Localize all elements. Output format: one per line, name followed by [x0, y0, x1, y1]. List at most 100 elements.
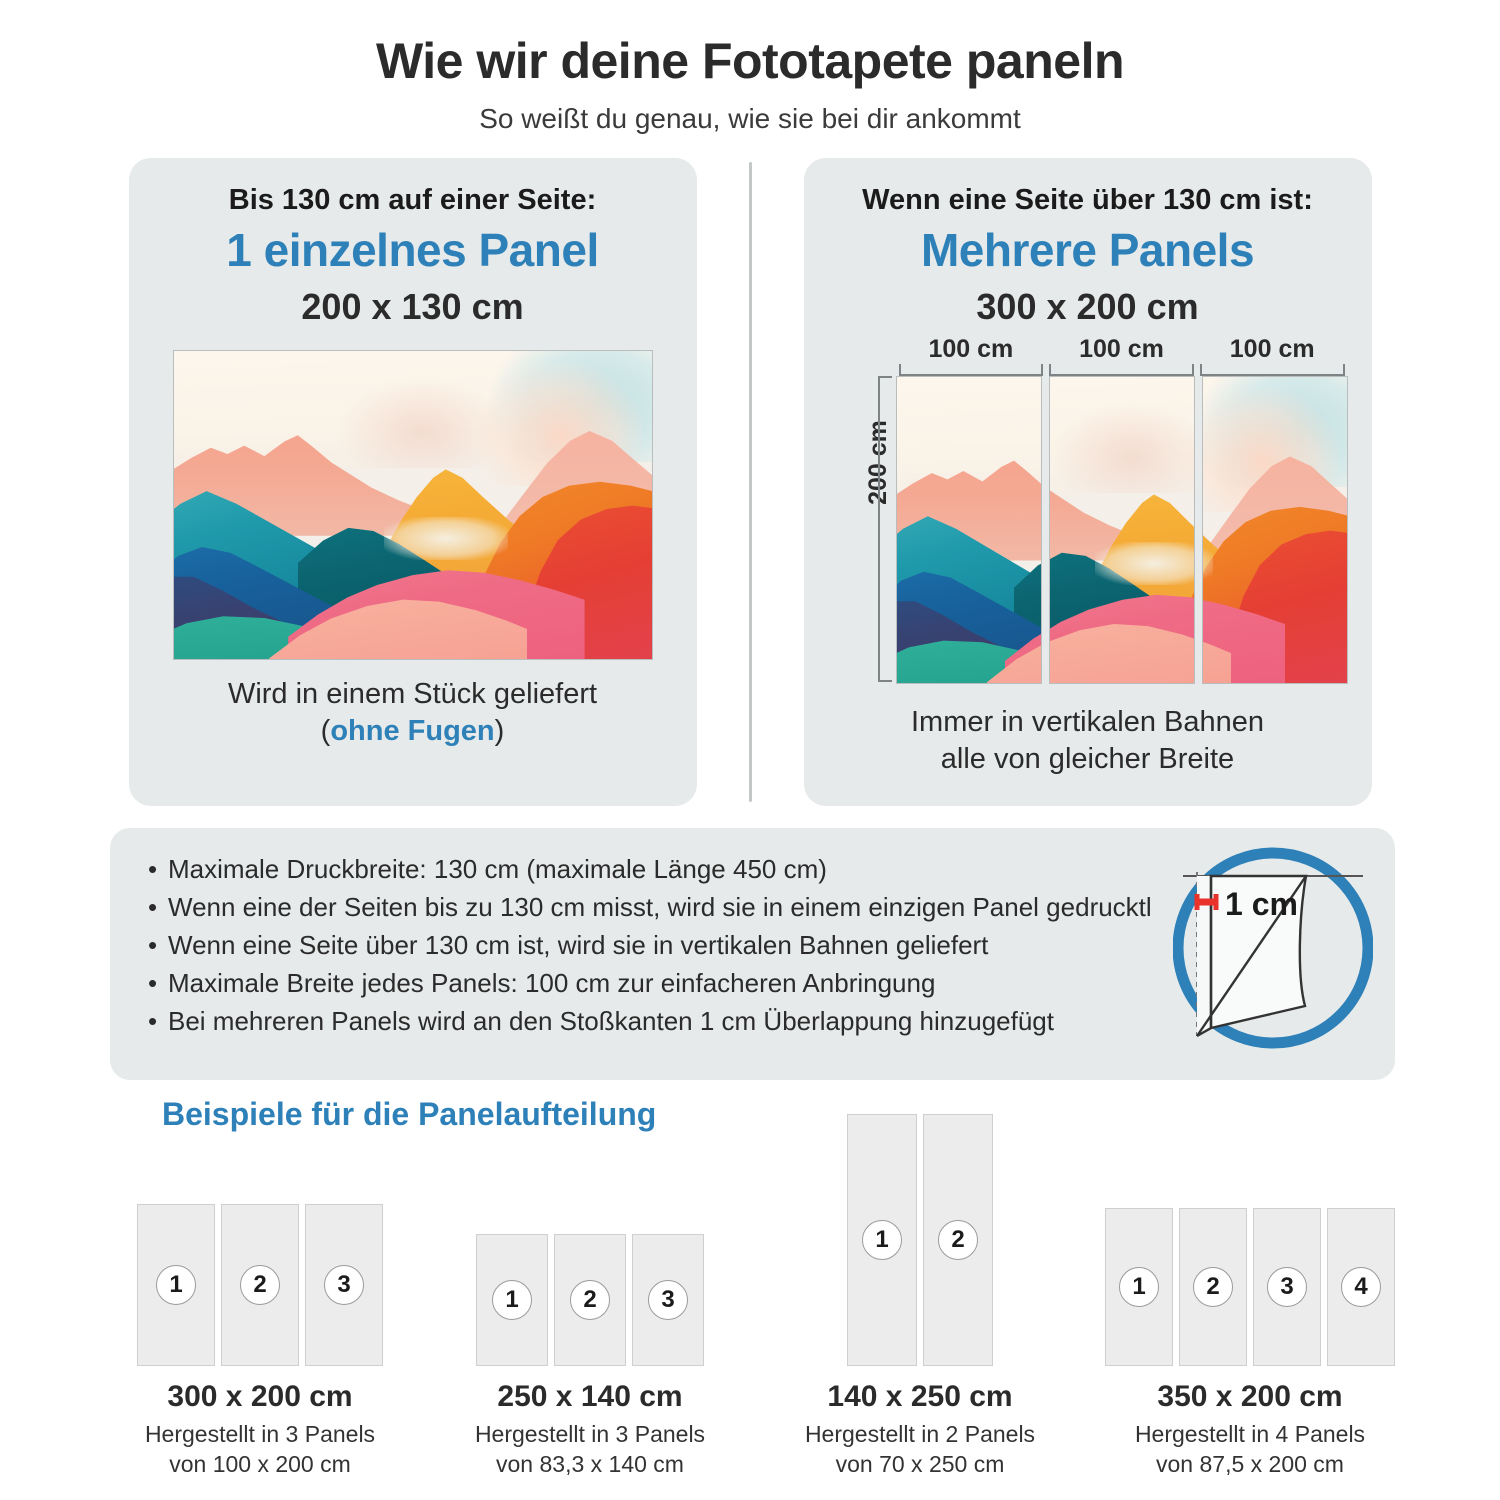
- note-item: Maximale Breite jedes Panels: 100 cm zur…: [146, 964, 1166, 1002]
- example-dimensions: 250 x 140 cm: [497, 1380, 683, 1414]
- page-title: Wie wir deine Fototapete paneln: [375, 33, 1125, 89]
- artwork-panel-2: [1048, 375, 1195, 684]
- examples-title: Beispiele für die Panelaufteilung: [162, 1096, 657, 1132]
- example-250x140: 1 2 3 250 x 140 cm Hergestellt in 3 Pane…: [440, 1234, 740, 1480]
- overlap-measure-label: 1 cm: [1225, 886, 1298, 922]
- watercolor-landscape-slice-2: [1049, 376, 1194, 683]
- card-single-caption-accent: ohne Fugen: [330, 715, 495, 748]
- width-measure-3-bracket: [1199, 363, 1345, 376]
- note-item: Bei mehreren Panels wird an den Stoßkant…: [146, 1002, 1166, 1040]
- panel-number: 2: [240, 1265, 280, 1306]
- panel-strip: 2: [221, 1204, 299, 1367]
- card-single-kicker: Bis 130 cm auf einer Seite:: [228, 184, 597, 216]
- example-300x200: 1 2 3 300 x 200 cm Hergestellt in 3 Pane…: [110, 1204, 410, 1480]
- watercolor-landscape-slice-3: [1202, 376, 1347, 683]
- overlap-paper-sheet: [1209, 874, 1308, 1030]
- paren-close: ): [494, 715, 505, 748]
- card-single-caption-line2: (ohne Fugen): [228, 713, 597, 750]
- page-subtitle: So weißt du genau, wie sie bei dir ankom…: [479, 103, 1021, 134]
- example-note-line2: von 100 x 200 cm: [169, 1451, 351, 1478]
- example-strips: 1 2 3: [137, 1204, 383, 1367]
- width-measure-3: 100 cm: [1197, 336, 1348, 378]
- panel-strip: 2: [1179, 1208, 1247, 1367]
- examples-row: 1 2 3 300 x 200 cm Hergestellt in 3 Pane…: [110, 1114, 1400, 1480]
- panel-strip: 2: [923, 1114, 993, 1367]
- panel-strip: 3: [305, 1204, 383, 1367]
- artwork-panel-1: [895, 375, 1042, 684]
- example-strips: 1 2 3 4: [1105, 1208, 1395, 1367]
- card-multi-caption-line1: Immer in vertikalen Bahnen: [911, 705, 1264, 738]
- card-single-dimensions: 200 x 130 cm: [301, 285, 524, 327]
- note-item: Maximale Druckbreite: 130 cm (maximale L…: [146, 850, 1166, 888]
- card-multi-dimensions: 300 x 200 cm: [976, 285, 1199, 327]
- example-dimensions: 140 x 250 cm: [827, 1380, 1013, 1414]
- width-measure-3-label: 100 cm: [1229, 334, 1315, 363]
- cards-divider: [748, 162, 752, 802]
- artwork-multi-preview: 200 cm 100 cm 100 cm 100 cm: [828, 336, 1348, 688]
- card-single-headline: 1 einzelnes Panel: [226, 224, 599, 277]
- example-140x250: 1 2 140 x 250 cm Hergestellt in 2 Panels…: [770, 1114, 1070, 1480]
- card-multi-caption-line2: alle von gleicher Breite: [940, 743, 1235, 776]
- art-layer-mist: [1202, 542, 1213, 585]
- width-measure-1-bracket: [898, 363, 1044, 376]
- panel-number: 2: [938, 1220, 978, 1261]
- comparison-cards: Bis 130 cm auf einer Seite: 1 einzelnes …: [0, 158, 1500, 808]
- artwork-single-preview: [172, 349, 653, 660]
- panel-number: 1: [156, 1265, 196, 1306]
- example-note: Hergestellt in 3 Panels von 100 x 200 cm: [145, 1420, 375, 1480]
- card-multi-headline: Mehrere Panels: [920, 224, 1255, 277]
- card-single-caption-line1: Wird in einem Stück geliefert: [227, 677, 598, 710]
- overlap-curl-diagonal: [1196, 875, 1307, 1037]
- panel-strip: 2: [554, 1234, 626, 1367]
- example-note-line1: Hergestellt in 2 Panels: [804, 1421, 1036, 1448]
- panel-number: 3: [648, 1280, 688, 1321]
- width-measure-1: 100 cm: [896, 336, 1047, 378]
- watercolor-landscape-image: [173, 350, 652, 659]
- card-single-caption: Wird in einem Stück geliefert (ohne Fuge…: [228, 676, 597, 750]
- panel-number: 4: [1341, 1267, 1381, 1308]
- panel-number: 2: [570, 1280, 610, 1321]
- example-note: Hergestellt in 2 Panels von 70 x 250 cm: [805, 1420, 1035, 1480]
- example-note: Hergestellt in 4 Panels von 87,5 x 200 c…: [1135, 1420, 1365, 1480]
- example-dimensions: 350 x 200 cm: [1157, 1380, 1343, 1414]
- artwork-panel-3: [1201, 375, 1348, 684]
- example-strips: 1 2: [847, 1114, 993, 1367]
- width-measure-1-label: 100 cm: [928, 334, 1014, 363]
- example-note-line1: Hergestellt in 3 Panels: [144, 1421, 376, 1448]
- panel-number: 3: [1267, 1267, 1307, 1308]
- example-note-line2: von 83,3 x 140 cm: [496, 1451, 684, 1478]
- notes-panel: Maximale Druckbreite: 130 cm (maximale L…: [110, 828, 1395, 1080]
- panel-number: 1: [492, 1280, 532, 1321]
- example-dimensions: 300 x 200 cm: [167, 1380, 353, 1414]
- art-layer-sky-blush: [1202, 401, 1213, 494]
- art-layer-sky-blush: [336, 375, 509, 468]
- panel-strip: 1: [847, 1114, 917, 1367]
- panel-strip: 4: [1327, 1208, 1395, 1367]
- overlap-edge-fill: [1197, 876, 1211, 1036]
- paren-open: (: [320, 715, 331, 748]
- art-layer-mist: [383, 517, 509, 561]
- example-note: Hergestellt in 3 Panels von 83,3 x 140 c…: [475, 1420, 705, 1480]
- overlap-diagram-icon: 1 cm: [1173, 847, 1373, 1049]
- panel-strip: 3: [1253, 1208, 1321, 1367]
- panel-number: 1: [1119, 1267, 1159, 1308]
- card-multi-caption: Immer in vertikalen Bahnen alle von glei…: [911, 704, 1264, 778]
- note-item: Wenn eine der Seiten bis zu 130 cm misst…: [146, 888, 1166, 926]
- example-note-line1: Hergestellt in 3 Panels: [474, 1421, 706, 1448]
- example-strips: 1 2 3: [476, 1234, 704, 1367]
- example-note-line2: von 70 x 250 cm: [835, 1451, 1005, 1478]
- panel-strip: 1: [1105, 1208, 1173, 1367]
- example-note-line1: Hergestellt in 4 Panels: [1134, 1421, 1366, 1448]
- card-single-panel: Bis 130 cm auf einer Seite: 1 einzelnes …: [128, 158, 697, 806]
- art-layer-sky-blush: [1050, 401, 1194, 494]
- split-artwork-panels: [895, 375, 1348, 684]
- art-layer-mist: [1095, 542, 1194, 585]
- width-measure-2: 100 cm: [1046, 336, 1197, 378]
- panel-number: 3: [324, 1265, 364, 1306]
- overlap-left-flap: [1196, 876, 1213, 1038]
- width-measure-2-label: 100 cm: [1079, 334, 1164, 363]
- panel-number: 2: [1193, 1267, 1233, 1308]
- header: Wie wir deine Fototapete paneln So weißt…: [0, 0, 1500, 135]
- width-measure-2-bracket: [1049, 363, 1194, 376]
